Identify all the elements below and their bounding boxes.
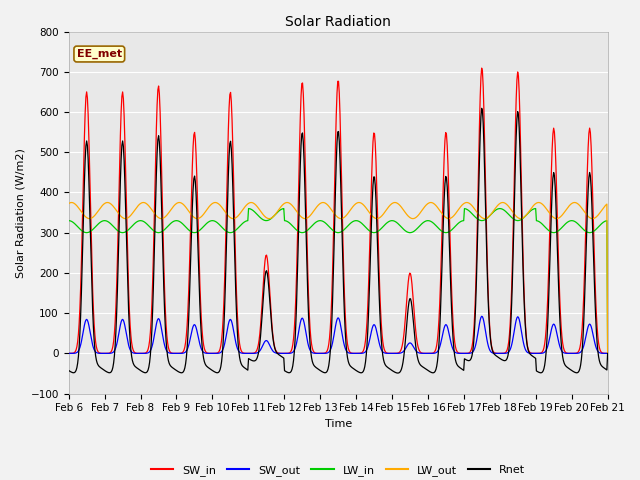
- X-axis label: Time: Time: [324, 419, 352, 429]
- Y-axis label: Solar Radiation (W/m2): Solar Radiation (W/m2): [15, 148, 25, 277]
- Title: Solar Radiation: Solar Radiation: [285, 15, 391, 29]
- Text: EE_met: EE_met: [77, 49, 122, 59]
- Legend: SW_in, SW_out, LW_in, LW_out, Rnet: SW_in, SW_out, LW_in, LW_out, Rnet: [147, 461, 530, 480]
